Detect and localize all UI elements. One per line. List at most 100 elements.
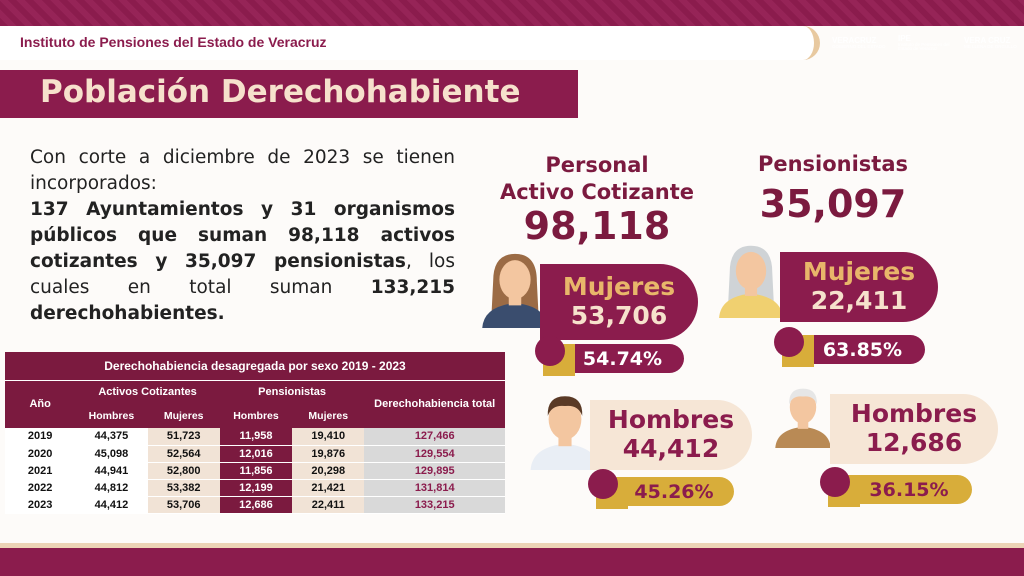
total-header: Derechohabiencia total [364, 380, 505, 428]
stat-pill: Mujeres 22,411 [780, 252, 938, 322]
logo-name: VERA CRUZ [964, 35, 1011, 45]
table-row: 2023 44,412 53,706 12,686 22,411 133,215 [5, 496, 505, 514]
sub-header: Hombres [219, 404, 293, 428]
avatar [775, 388, 831, 448]
stat-pill: Hombres 12,686 [830, 394, 998, 464]
bottom-band [0, 548, 1024, 576]
table-cell: 44,412 [75, 496, 148, 514]
stat-label: Mujeres [562, 272, 676, 302]
table-cell: 12,686 [219, 496, 293, 514]
table-cell: 52,564 [147, 445, 220, 463]
active-total: 98,118 [523, 204, 671, 248]
avatar [719, 245, 783, 318]
pie-icon [774, 327, 814, 367]
icon-quarter [588, 469, 618, 499]
stat-pill: Hombres 44,412 [590, 400, 752, 470]
logo-name: VERACRUZ [832, 35, 877, 45]
year-cell: 2019 [5, 428, 76, 446]
table-cell: 44,941 [75, 462, 148, 480]
table-row: 2021 44,941 52,800 11,856 20,298 129,895 [5, 462, 505, 480]
table-cell: 20,298 [292, 462, 365, 480]
table-row: 2019 44,375 51,723 11,958 19,410 127,466 [5, 428, 505, 446]
table-cell: 53,706 [147, 496, 220, 514]
table-cell: 12,016 [219, 445, 293, 463]
table-cell: 53,382 [147, 479, 220, 497]
active-label: Personal Activo Cotizante [487, 152, 707, 206]
logo-name: IPE [898, 33, 911, 43]
percent-pill: 45.26% [614, 477, 734, 506]
table-cell: 21,421 [292, 479, 365, 497]
table-cell: 19,876 [292, 445, 365, 463]
table-cell: 11,856 [219, 462, 293, 480]
group-header: Activos Cotizantes [75, 380, 220, 404]
table-cell: 131,814 [364, 479, 505, 497]
label-line: Activo Cotizante [499, 180, 695, 204]
intro-segment: Con corte a diciembre de 2023 se tienen … [30, 147, 455, 194]
logo-sub: ME LLENA DE ORGULLO [964, 43, 1017, 49]
logo-sub: Instituto de Pensiones del Estado de Ver… [898, 41, 950, 51]
avatar [482, 253, 548, 328]
percent-pill: 36.15% [846, 475, 972, 504]
pensioners-total: 35,097 [759, 182, 907, 226]
table-cell: 44,375 [75, 428, 148, 446]
logo: VERACRUZ GOBIERNO DEL ESTADO [832, 28, 888, 58]
table-cell: 133,215 [364, 496, 505, 514]
top-band [0, 0, 1024, 26]
icon-quarter [774, 327, 804, 357]
table-cell: 22,411 [292, 496, 365, 514]
pie-icon [588, 469, 628, 509]
group-header: Pensionistas [219, 380, 365, 404]
table-row: 2020 45,098 52,564 12,016 19,876 129,554 [5, 445, 505, 463]
intro-paragraph: Con corte a diciembre de 2023 se tienen … [30, 145, 455, 197]
pie-icon [820, 467, 860, 507]
year-cell: 2021 [5, 462, 76, 480]
label-line: Personal [545, 153, 649, 177]
header-bar [0, 26, 820, 60]
sub-header: Mujeres [292, 404, 365, 428]
stat-label: Mujeres [802, 257, 916, 287]
table-cell: 45,098 [75, 445, 148, 463]
year-header: Año [5, 380, 76, 428]
logo-sub: GOBIERNO DEL ESTADO [832, 43, 886, 49]
table-cell: 19,410 [292, 428, 365, 446]
icon-quarter [820, 467, 850, 497]
table-cell: 129,895 [364, 462, 505, 480]
logo: VERA CRUZ ME LLENA DE ORGULLO [964, 28, 1020, 58]
sub-header: Hombres [75, 404, 148, 428]
year-cell: 2022 [5, 479, 76, 497]
stat-value: 22,411 [810, 286, 908, 315]
table-title: Derechohabiencia desagregada por sexo 20… [5, 352, 505, 381]
intro-segment: 133,215 derechohabientes. [30, 277, 455, 324]
intro-text: Con corte a diciembre de 2023 se tienen … [30, 145, 455, 327]
logo: IPE Instituto de Pensiones del Estado de … [898, 28, 954, 58]
percent-pill: 63.85% [800, 335, 925, 364]
sub-header: Mujeres [147, 404, 220, 428]
stat-value: 44,412 [622, 434, 720, 463]
table-cell: 11,958 [219, 428, 293, 446]
table-cell: 51,723 [147, 428, 220, 446]
stat-label: Hombres [607, 405, 735, 435]
table-cell: 44,812 [75, 479, 148, 497]
stat-value: 12,686 [865, 428, 963, 457]
table: Derechohabiencia desagregada por sexo 20… [5, 352, 505, 514]
intro-segment: 137 Ayuntamientos y 31 organismos públic… [30, 199, 455, 272]
intro-segment: , los cuales en total suman [30, 251, 456, 298]
year-cell: 2020 [5, 445, 76, 463]
table-cell: 129,554 [364, 445, 505, 463]
section-title: Población Derechohabiente [40, 74, 521, 110]
table-cell: 52,800 [147, 462, 220, 480]
bottom-line [0, 543, 1024, 548]
icon-quarter [535, 336, 565, 366]
section-title-bar [0, 70, 578, 118]
year-cell: 2023 [5, 496, 76, 514]
pie-icon [535, 336, 575, 376]
stat-label: Hombres [850, 399, 978, 429]
table-wrap: Derechohabiencia desagregada por sexo 20… [5, 352, 505, 514]
stat-pill: Mujeres 53,706 [540, 264, 698, 340]
avatar [530, 396, 600, 470]
table-cell: 12,199 [219, 479, 293, 497]
percent-pill: 54.74% [561, 344, 684, 373]
table-row: 2022 44,812 53,382 12,199 21,421 131,814 [5, 479, 505, 497]
table-cell: 127,466 [364, 428, 505, 446]
